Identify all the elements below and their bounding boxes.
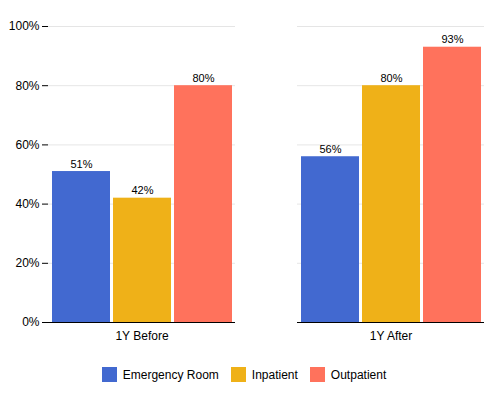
svg-text:56%: 56%	[319, 143, 341, 155]
svg-text:0%: 0%	[22, 315, 40, 329]
svg-text:80%: 80%	[192, 72, 214, 84]
svg-text:42%: 42%	[131, 184, 153, 196]
html-text:Outpatient: Outpatient	[330, 367, 387, 382]
svg-text:1Y Before: 1Y Before	[115, 329, 168, 343]
svg-text:20%: 20%	[15, 256, 39, 270]
svg-text:40%: 40%	[15, 197, 39, 211]
svg-text:93%: 93%	[441, 33, 463, 45]
html-text:Emergency Room: Emergency Room	[122, 367, 219, 382]
svg-text:60%: 60%	[15, 138, 39, 152]
svg-text:51%: 51%	[70, 158, 92, 170]
svg-text:80%: 80%	[380, 72, 402, 84]
svg-text:1Y After: 1Y After	[370, 329, 412, 343]
svg-text:100%: 100%	[9, 19, 40, 33]
html-text:Inpatient: Inpatient	[251, 367, 298, 382]
svg-text:80%: 80%	[15, 79, 39, 93]
